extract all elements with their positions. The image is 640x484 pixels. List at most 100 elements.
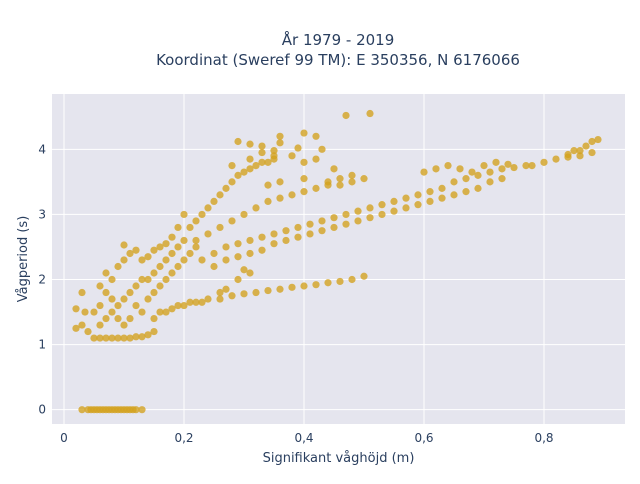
data-point — [102, 334, 110, 342]
data-point — [402, 204, 410, 212]
data-point — [126, 288, 134, 297]
data-point — [120, 295, 128, 303]
x-tick-label: 0,2 — [174, 431, 193, 445]
data-point — [198, 210, 206, 219]
data-point — [96, 282, 104, 290]
x-tick-label: 0,6 — [414, 431, 433, 445]
data-point — [132, 282, 140, 290]
data-point — [246, 155, 254, 163]
data-point — [288, 152, 296, 160]
data-point — [258, 246, 266, 254]
data-point — [108, 308, 116, 316]
data-point — [144, 295, 152, 303]
data-point — [138, 406, 146, 414]
data-point — [156, 308, 164, 316]
data-point — [300, 129, 308, 137]
data-point — [342, 220, 350, 228]
data-point — [582, 142, 590, 150]
data-point — [228, 161, 236, 170]
data-point — [150, 246, 158, 254]
data-point — [540, 158, 548, 166]
data-point — [126, 314, 134, 323]
data-point — [594, 135, 602, 144]
data-point — [168, 305, 176, 313]
data-point — [120, 321, 128, 329]
data-point — [132, 333, 140, 341]
data-point — [120, 256, 128, 264]
data-point — [264, 286, 272, 295]
data-point — [252, 161, 260, 170]
data-point — [294, 233, 302, 241]
data-point — [228, 178, 236, 186]
data-point — [282, 236, 290, 245]
y-tick-label: 0 — [38, 403, 46, 417]
data-point — [246, 269, 254, 277]
data-point — [312, 281, 320, 289]
data-point — [294, 144, 302, 152]
x-tick-label: 0,8 — [534, 431, 553, 445]
data-point — [264, 158, 272, 166]
gridlines — [52, 94, 625, 424]
data-point — [216, 295, 224, 303]
y-tick-label: 2 — [38, 273, 46, 287]
data-point — [462, 175, 470, 183]
data-point — [258, 142, 266, 150]
data-point — [552, 155, 560, 163]
data-point — [180, 256, 188, 264]
data-point — [294, 223, 302, 232]
data-point — [426, 188, 434, 196]
data-point — [132, 301, 140, 310]
data-point — [156, 282, 164, 290]
data-point — [222, 285, 230, 293]
data-point — [504, 160, 512, 168]
data-point — [570, 147, 578, 155]
data-point — [132, 406, 140, 414]
x-tick-label: 0 — [60, 431, 68, 445]
data-point — [276, 285, 284, 293]
data-point — [198, 298, 206, 306]
y-tick-label: 4 — [38, 142, 46, 156]
data-point — [462, 188, 470, 196]
data-point — [192, 236, 200, 245]
data-point — [168, 249, 176, 258]
data-point — [300, 158, 308, 166]
data-point — [108, 334, 116, 342]
data-point — [108, 275, 116, 284]
data-point — [576, 152, 584, 160]
data-point — [162, 256, 170, 264]
data-point — [180, 210, 188, 219]
data-point — [474, 184, 482, 192]
data-point — [138, 333, 146, 341]
data-point — [246, 165, 254, 173]
chart-title-line1: År 1979 - 2019 — [282, 30, 395, 49]
data-point — [78, 288, 86, 297]
data-point — [336, 277, 344, 286]
data-point — [246, 140, 254, 148]
data-point — [234, 137, 242, 146]
data-point — [150, 288, 158, 297]
data-point — [300, 175, 308, 183]
x-axis-title: Signifikant våghöjd (m) — [263, 451, 415, 466]
data-point — [270, 147, 278, 155]
data-point — [84, 327, 92, 336]
data-point — [444, 161, 452, 170]
data-point — [81, 308, 89, 316]
data-point — [246, 249, 254, 258]
data-point — [486, 178, 494, 186]
data-point — [498, 175, 506, 183]
data-point — [456, 165, 464, 173]
data-points — [72, 109, 602, 414]
data-point — [378, 201, 386, 209]
data-point — [402, 194, 410, 202]
data-point — [366, 214, 374, 222]
data-point — [342, 111, 350, 120]
data-point — [72, 324, 80, 332]
data-point — [330, 165, 338, 173]
data-point — [360, 175, 368, 183]
data-point — [90, 334, 98, 342]
data-point — [228, 292, 236, 300]
data-point — [114, 301, 122, 310]
data-point — [390, 197, 398, 205]
data-point — [450, 178, 458, 186]
data-point — [318, 217, 326, 225]
